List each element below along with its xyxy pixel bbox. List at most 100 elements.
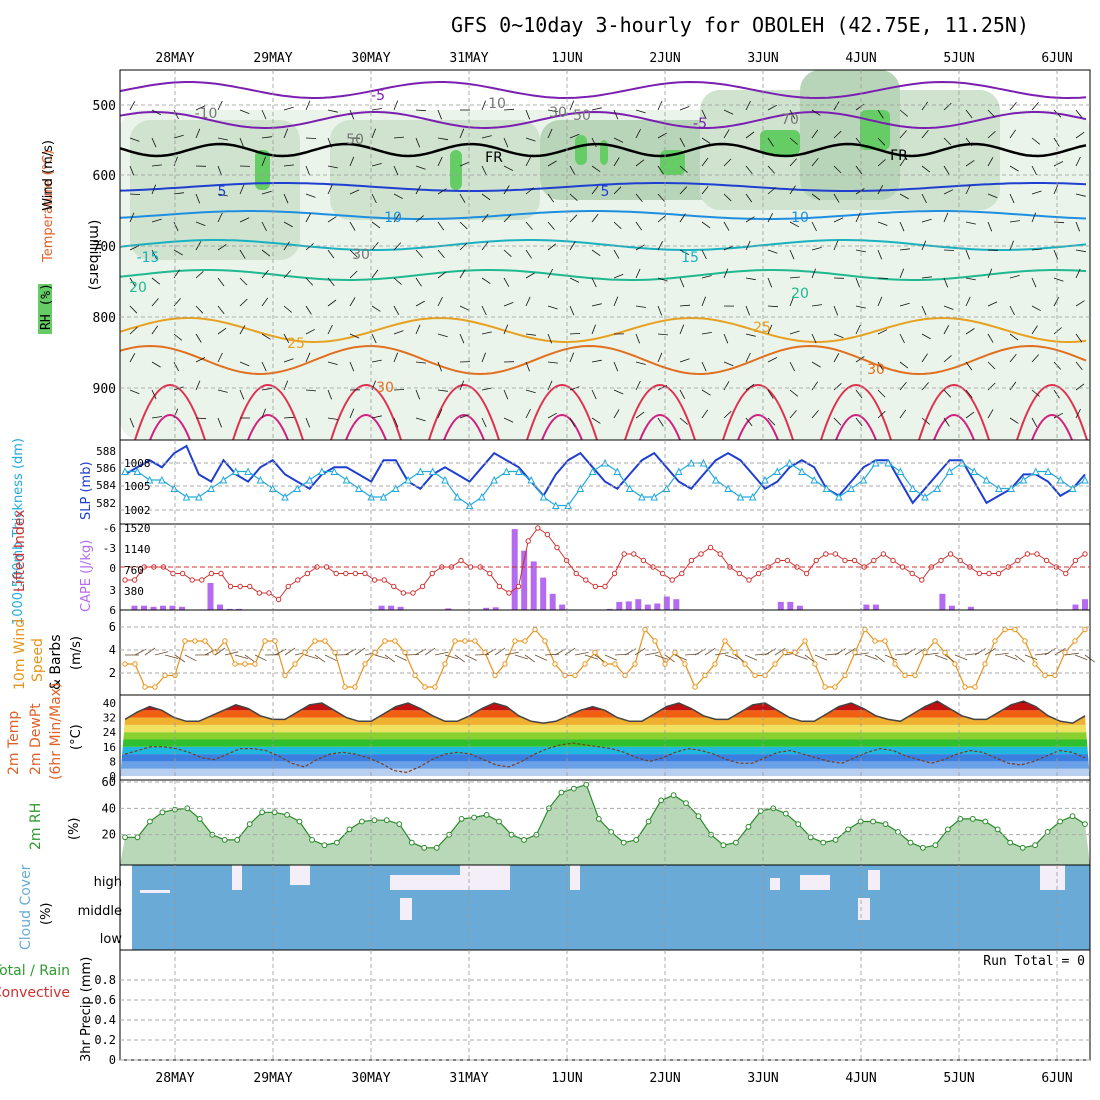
wind-barb <box>745 100 751 111</box>
date-label-bottom: 6JUN <box>1041 1071 1072 1086</box>
wind-barb-10m <box>394 654 407 661</box>
thickness-point <box>121 467 129 475</box>
cape-bar <box>388 605 395 610</box>
wind-barb <box>195 221 206 226</box>
wind-barb <box>239 361 250 367</box>
thickness-point <box>1031 467 1040 475</box>
wind-barb <box>635 380 641 391</box>
wind-barb <box>877 361 884 371</box>
wind-barb <box>789 221 799 228</box>
lifted-index-point <box>266 590 272 596</box>
contour-label: FR <box>890 148 908 164</box>
wind-barb-10m <box>1074 654 1088 661</box>
wind-barb <box>327 324 333 335</box>
wind-barb <box>393 305 400 315</box>
wind-barb <box>855 305 866 309</box>
wind-barb <box>283 106 294 111</box>
wind-barb-10m <box>514 654 528 660</box>
wind-barb <box>195 380 201 391</box>
wind-barb <box>899 409 907 419</box>
wind-barb <box>459 128 465 139</box>
wind-barb <box>371 163 382 167</box>
wind-barb <box>437 271 447 279</box>
wind-barb <box>547 305 558 310</box>
wind-barb <box>657 165 664 175</box>
wind-barb <box>459 242 468 251</box>
wind-barb <box>789 249 795 260</box>
isotherm-hotter <box>247 414 289 441</box>
wind-barb <box>129 101 136 111</box>
wind-barb-10m <box>324 654 337 662</box>
wind-barb <box>239 298 248 307</box>
wind-barb-10m <box>354 647 366 656</box>
wind-barb-10m <box>1044 648 1056 656</box>
cloud-level-label: high <box>94 875 122 890</box>
wind-barb <box>987 221 993 232</box>
date-label-top: 30MAY <box>351 51 390 66</box>
thickness-point <box>219 475 228 484</box>
wind-barb <box>855 277 860 288</box>
rh-point <box>334 839 340 846</box>
lifted-index-point <box>343 570 349 577</box>
wind-barb <box>767 324 773 335</box>
wind-barb <box>305 243 314 251</box>
lifted-index-point <box>515 583 522 590</box>
lifted-index-point <box>976 570 983 577</box>
thickness-point <box>933 484 942 492</box>
thickness-point <box>859 475 868 484</box>
temp-band <box>120 768 1090 776</box>
wind-barb <box>679 137 686 147</box>
thickness-point <box>761 475 769 484</box>
wind-speed-point <box>892 661 898 667</box>
wind-barb <box>833 101 840 111</box>
thickness-point <box>921 492 929 501</box>
wind-barb <box>767 417 776 426</box>
wind-barb <box>635 244 645 251</box>
cape-tick: 1520 <box>124 522 151 535</box>
cloud-unit-label: (%) <box>39 903 54 926</box>
wind-barb <box>327 277 335 287</box>
pressure-tick-label: 700 <box>93 240 116 255</box>
wind-barb <box>723 245 734 251</box>
wind-barb <box>965 361 973 371</box>
wind-barb <box>1031 165 1037 176</box>
wind-barb <box>283 221 293 228</box>
wind-barb <box>349 249 358 258</box>
cape-bar <box>673 599 680 610</box>
wind-barb <box>503 108 515 111</box>
wind-barb <box>393 242 402 251</box>
rh-point <box>122 834 128 841</box>
wind-speed-point <box>522 638 528 644</box>
wind-barb <box>1031 212 1037 223</box>
wind-barb <box>767 213 774 223</box>
wind-barb <box>811 157 819 167</box>
wind-barb <box>129 353 136 363</box>
wind-barb <box>987 131 996 139</box>
date-label-top: 28MAY <box>155 51 194 66</box>
wind-barb <box>217 327 227 335</box>
li-axis-label: Lifted Index <box>12 510 28 592</box>
rh-point <box>471 814 478 821</box>
wind-speed-point <box>402 649 408 656</box>
wind-barb-10m <box>234 654 249 659</box>
wind-barb <box>877 296 883 307</box>
wind-barb <box>723 109 734 115</box>
isotherm-hotter <box>149 414 191 441</box>
wind-barb <box>393 417 399 428</box>
wind-barb <box>833 305 839 316</box>
temp-band <box>120 746 1090 755</box>
precip-tick: 0.2 <box>94 1033 116 1047</box>
wind-barb <box>173 134 184 139</box>
wind-barb <box>415 215 424 223</box>
wind-barb <box>943 355 952 363</box>
chart-title: GFS 0~10day 3-hourly for OBOLEH (42.75E,… <box>451 13 1029 37</box>
wind-barb <box>481 135 492 139</box>
wind-speed-point <box>542 638 548 644</box>
wind-barb-10m <box>314 654 326 663</box>
wind-barb <box>591 417 601 424</box>
wind-barb <box>195 305 204 314</box>
temp-tick: 0 <box>109 770 116 783</box>
wind-barb <box>899 333 905 344</box>
lifted-index-point <box>592 583 599 590</box>
isotherm-line <box>119 142 1087 158</box>
